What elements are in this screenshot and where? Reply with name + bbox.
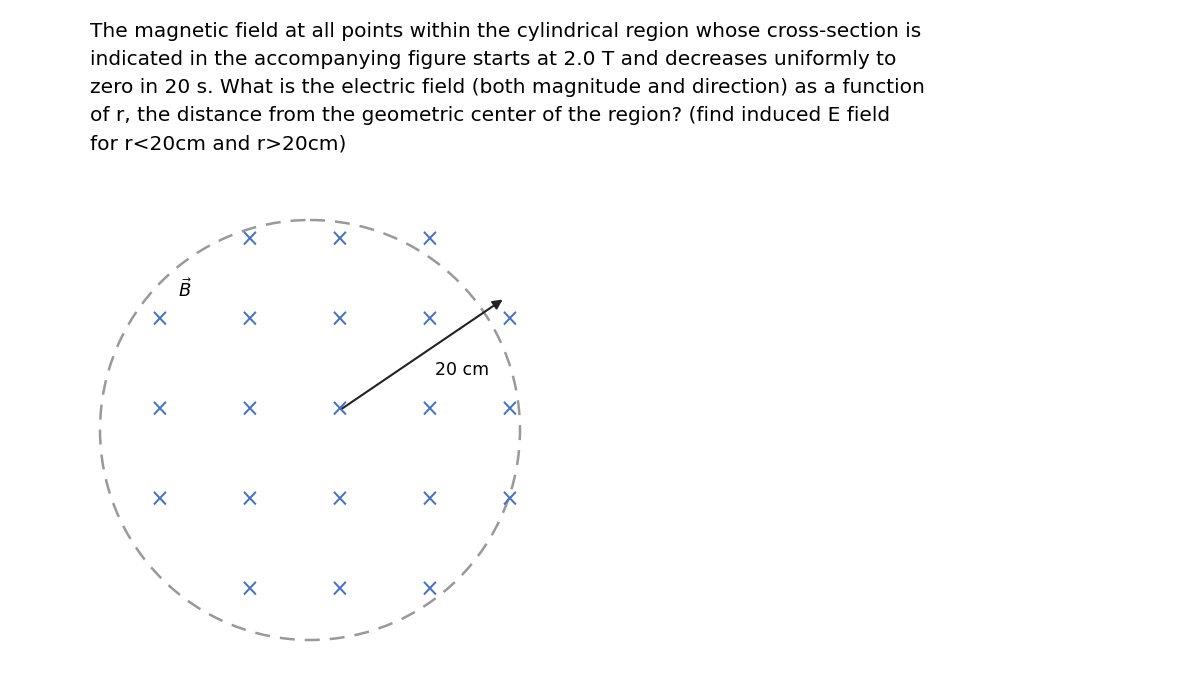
- Text: of r, the distance from the geometric center of the region? (find induced E fiel: of r, the distance from the geometric ce…: [91, 106, 890, 125]
- Text: ×: ×: [500, 398, 520, 422]
- Text: ×: ×: [500, 488, 520, 512]
- Text: ×: ×: [420, 308, 439, 332]
- Text: ×: ×: [330, 228, 350, 252]
- Text: for r<20cm and r>20cm): for r<20cm and r>20cm): [91, 134, 347, 153]
- Text: ×: ×: [420, 398, 439, 422]
- Text: ×: ×: [330, 488, 350, 512]
- Text: ×: ×: [330, 578, 350, 602]
- Text: $\vec{B}$: $\vec{B}$: [177, 278, 192, 301]
- Text: ×: ×: [330, 308, 350, 332]
- Text: ×: ×: [420, 228, 439, 252]
- Text: ×: ×: [241, 578, 260, 602]
- Text: 20 cm: 20 cm: [435, 361, 490, 379]
- Text: ×: ×: [330, 398, 350, 422]
- Text: ×: ×: [420, 488, 439, 512]
- Text: ×: ×: [420, 578, 439, 602]
- Text: ×: ×: [150, 398, 170, 422]
- Text: ×: ×: [241, 398, 260, 422]
- Text: ×: ×: [241, 308, 260, 332]
- Text: zero in 20 s. What is the electric field (both magnitude and direction) as a fun: zero in 20 s. What is the electric field…: [91, 78, 925, 97]
- Text: ×: ×: [500, 308, 520, 332]
- Text: ×: ×: [241, 488, 260, 512]
- Text: ×: ×: [241, 228, 260, 252]
- Text: ×: ×: [150, 488, 170, 512]
- Text: indicated in the accompanying figure starts at 2.0 T and decreases uniformly to: indicated in the accompanying figure sta…: [91, 50, 897, 69]
- Text: ×: ×: [150, 308, 170, 332]
- Text: The magnetic field at all points within the cylindrical region whose cross-secti: The magnetic field at all points within …: [91, 22, 922, 41]
